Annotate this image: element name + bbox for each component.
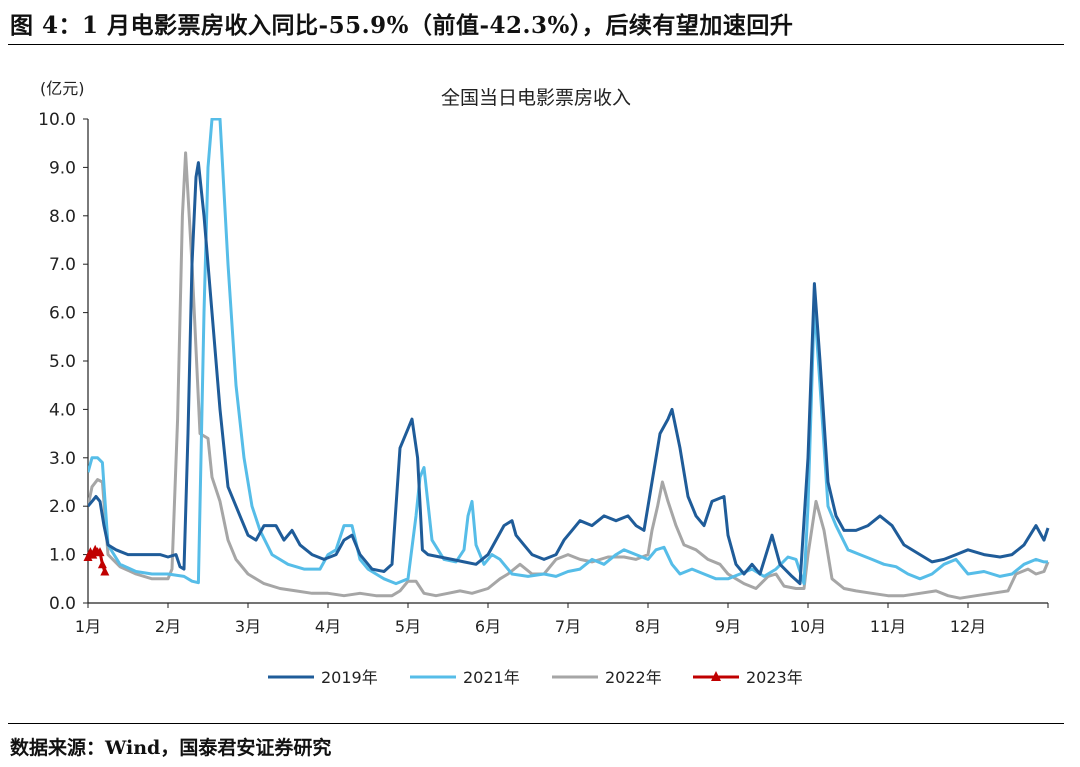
x-tick-label: 8月 xyxy=(635,617,661,636)
x-tick-label: 4月 xyxy=(315,617,341,636)
y-tick-label: 9.0 xyxy=(49,158,76,178)
data-point-marker xyxy=(88,549,98,559)
data-point-marker xyxy=(100,566,110,576)
y-tick-label: 2.0 xyxy=(49,497,76,517)
x-tick-label: 12月 xyxy=(950,617,986,636)
legend-label-2021: 2021年 xyxy=(463,668,520,687)
y-tick-label: 3.0 xyxy=(49,449,76,469)
figure-title: 图 4：1 月电影票房收入同比-55.9%（前值-42.3%），后续有望加速回升 xyxy=(10,12,794,39)
data-point-marker xyxy=(95,547,105,557)
series-line-2021 xyxy=(88,118,1048,586)
x-tick-label: 9月 xyxy=(715,617,741,636)
x-tick-label: 10月 xyxy=(790,617,826,636)
legend-marker xyxy=(711,671,721,681)
x-tick-label: 11月 xyxy=(870,617,906,636)
x-tick-label: 5月 xyxy=(395,617,421,636)
data-point-marker xyxy=(83,552,93,562)
source-note: 数据来源：Wind，国泰君安证券研究 xyxy=(10,737,332,759)
data-point-marker xyxy=(97,559,107,569)
source-rule xyxy=(8,723,1064,724)
y-tick-label: 6.0 xyxy=(49,304,76,324)
y-tick-label: 10.0 xyxy=(38,110,76,130)
y-tick-label: 0.0 xyxy=(49,594,76,614)
series-line-2019 xyxy=(88,161,1050,586)
plot-area: 全国当日电影票房收入 (亿元) 0.0 1.0 2.0 3.0 4.0 5.0 6.0 7.0 8.… xyxy=(38,79,1050,687)
legend-label-2023: 2023年 xyxy=(746,668,803,687)
x-tick-label: 7月 xyxy=(555,617,581,636)
y-tick-label: 5.0 xyxy=(49,352,76,372)
y-tick-label: 1.0 xyxy=(49,546,76,566)
y-axis-unit-label: (亿元) xyxy=(40,79,85,98)
y-tick-label: 7.0 xyxy=(49,255,76,275)
legend-label-2019: 2019年 xyxy=(321,668,378,687)
y-tick-label: 8.0 xyxy=(49,207,76,227)
series-line-2022 xyxy=(88,151,1050,600)
x-tick-label: 1月 xyxy=(75,617,101,636)
legend-label-2022: 2022年 xyxy=(605,668,662,687)
x-tick-label: 3月 xyxy=(235,617,261,636)
x-tick-label: 6月 xyxy=(475,617,501,636)
title-rule xyxy=(8,44,1064,45)
chart-title: 全国当日电影票房收入 xyxy=(441,87,631,109)
x-tick-label: 2月 xyxy=(155,617,181,636)
y-tick-label: 4.0 xyxy=(49,400,76,420)
